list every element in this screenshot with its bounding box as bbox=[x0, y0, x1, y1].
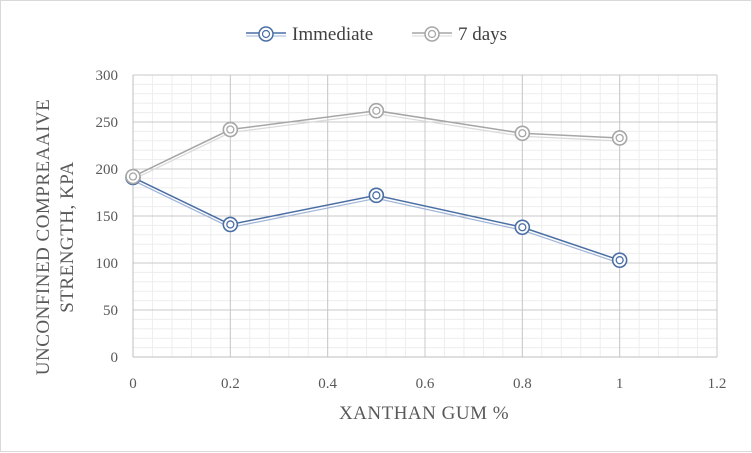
y-tick-label: 200 bbox=[96, 162, 119, 178]
y-tick-label: 150 bbox=[96, 209, 119, 225]
legend-item-immediate: Immediate bbox=[246, 24, 373, 45]
legend-label-7-days: 7 days bbox=[458, 24, 507, 45]
y-tick-label: 0 bbox=[111, 350, 119, 366]
series-lines bbox=[125, 102, 628, 268]
data-point-7-days bbox=[368, 102, 385, 119]
y-axis-title-line-1: UNCONFINED COMPREAAIVE bbox=[33, 99, 54, 375]
data-point-inner-7-days bbox=[128, 172, 138, 181]
axes bbox=[132, 75, 717, 358]
series-line-shadow-7-days bbox=[132, 113, 620, 181]
x-tick-label: 0 bbox=[129, 376, 137, 392]
data-point-inner-immediate bbox=[518, 223, 527, 232]
x-tick-label: 1 bbox=[616, 376, 624, 392]
data-point-7-days bbox=[514, 125, 531, 142]
data-point-immediate bbox=[222, 216, 239, 233]
data-point-inner-7-days bbox=[518, 129, 527, 138]
data-point-inner-7-days bbox=[226, 125, 235, 134]
data-point-inner-immediate bbox=[372, 191, 381, 200]
x-tick-label: 0.8 bbox=[513, 376, 532, 392]
data-point-inner-immediate bbox=[226, 220, 235, 229]
x-axis-title: XANTHAN GUM % bbox=[339, 403, 509, 424]
data-point-immediate bbox=[368, 187, 385, 204]
data-point-inner-7-days bbox=[372, 106, 381, 115]
y-tick-label: 50 bbox=[103, 303, 118, 319]
legend-label-immediate: Immediate bbox=[292, 24, 373, 45]
data-point-inner-immediate bbox=[615, 256, 624, 265]
legend-marker-inner-7-days bbox=[427, 29, 437, 39]
legend-marker-7-days bbox=[424, 26, 440, 42]
legend-marker-immediate bbox=[258, 26, 274, 42]
data-point-7-days bbox=[611, 130, 628, 146]
legend-marker-inner-immediate bbox=[261, 29, 271, 39]
y-tick-label: 250 bbox=[96, 115, 119, 131]
data-point-inner-7-days bbox=[615, 133, 624, 143]
legend: Immediate 7 days bbox=[246, 24, 507, 45]
tick-labels: 0 0.2 0.4 0.6 0.8 1 1.2 0 50 100 150 200 250 300 bbox=[96, 68, 727, 392]
x-tick-label: 0.2 bbox=[221, 376, 240, 392]
data-point-7-days bbox=[222, 121, 239, 138]
x-tick-label: 1.2 bbox=[708, 376, 727, 392]
data-point-immediate bbox=[611, 252, 628, 268]
y-tick-label: 300 bbox=[96, 68, 119, 84]
gridlines bbox=[132, 74, 718, 358]
y-tick-label: 100 bbox=[96, 256, 119, 272]
x-tick-label: 0.4 bbox=[318, 376, 337, 392]
data-point-7-days bbox=[125, 168, 141, 185]
data-point-immediate bbox=[514, 219, 531, 236]
y-axis-title-line-2: STRENGTH, KPA bbox=[57, 161, 78, 313]
x-tick-label: 0.6 bbox=[416, 376, 435, 392]
legend-item-7-days: 7 days bbox=[412, 24, 507, 45]
